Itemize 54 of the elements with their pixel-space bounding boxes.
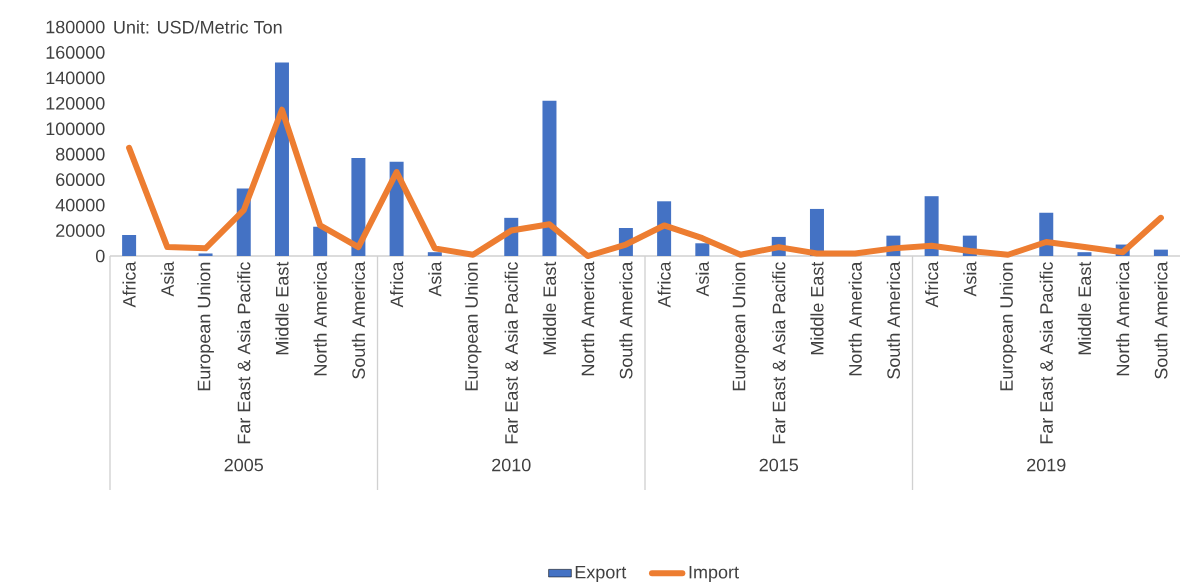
x-tick-label: Middle East: [810, 261, 824, 355]
bar: [313, 226, 328, 256]
x-tick-label: Africa: [390, 261, 404, 308]
x-tick-label: Middle East: [275, 261, 289, 355]
y-tick-label: 20000: [56, 224, 105, 237]
legend-label: Import: [689, 565, 739, 583]
text: 2005: [224, 458, 264, 472]
x-tick-label: North America: [581, 261, 595, 376]
x-tick-label: South America: [351, 261, 365, 379]
x-tick-label: European Union: [999, 262, 1017, 391]
bar: [427, 252, 442, 256]
x-tick-label: North America: [1116, 261, 1130, 376]
x-tick-label: North America: [848, 261, 862, 376]
bar: [1077, 252, 1092, 256]
x-tick-label: Middle East: [1077, 261, 1092, 355]
y-axis-title: Unit: USD/Metric Ton: [114, 20, 282, 34]
x-tick-label: Far East & Asia Pacific: [504, 262, 518, 444]
x-tick-label: North America: [313, 261, 327, 376]
bar: [274, 62, 289, 256]
y-tick-label: 40000: [55, 198, 105, 212]
x-tick-label: Middle East: [542, 261, 557, 355]
y-tick-label: 160000: [46, 46, 105, 59]
x-tick-label: Far East & Asia Pacific: [772, 262, 786, 444]
bar: [1153, 249, 1168, 256]
x-tick-label: European Union: [197, 262, 214, 391]
text: 2015: [759, 458, 799, 472]
y-tick-label: 60000: [56, 173, 105, 187]
x-tick-label: Far East & Asia Pacific: [1039, 262, 1053, 444]
x-tick-label: Africa: [657, 261, 671, 308]
legend-label: Export: [575, 565, 627, 583]
x-tick-label: Asia: [428, 261, 442, 297]
bar: [198, 253, 213, 256]
text: 2019: [1027, 458, 1066, 472]
bar: [695, 243, 710, 256]
x-tick-label: South America: [1154, 261, 1168, 379]
y-tick-label: 0: [95, 249, 105, 263]
x-tick-label: Asia: [963, 261, 977, 297]
x-tick-label: European Union: [732, 262, 749, 391]
y-tick-label: 140000: [46, 71, 105, 85]
y-tick-label: 80000: [56, 147, 105, 161]
x-tick-label: Asia: [160, 261, 174, 297]
x-tick-label: South America: [886, 261, 900, 379]
bar: [542, 100, 557, 256]
x-tick-label: Africa: [122, 261, 136, 308]
text: 2010: [492, 458, 531, 472]
y-tick-label: 120000: [46, 96, 105, 110]
x-tick-label: Africa: [925, 261, 939, 308]
y-tick-label: 180000: [46, 20, 105, 34]
x-tick-label: Far East & Asia Pacific: [237, 262, 251, 444]
bar: [122, 235, 137, 256]
x-tick-label: Asia: [695, 261, 709, 297]
y-tick-label: 100000: [46, 122, 105, 136]
x-tick-label: European Union: [464, 262, 482, 391]
x-tick-label: South America: [619, 261, 633, 379]
